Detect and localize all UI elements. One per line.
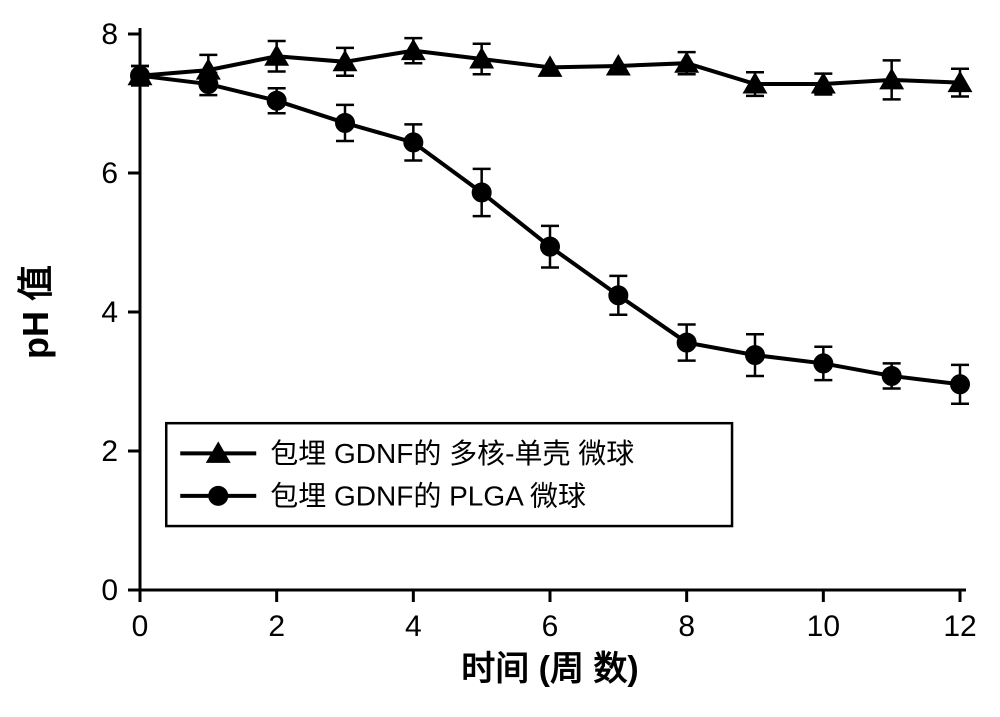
x-tick-label: 4 <box>405 610 422 643</box>
series-triangle <box>128 38 971 99</box>
series-circle <box>131 66 970 404</box>
ph-chart: 0 2 4 6 8 10 12 0 2 4 6 8 时间 (周 数) pH 值包埋 GDNF的 多核-单壳… <box>0 0 1000 717</box>
x-tick-label: 12 <box>943 610 976 643</box>
legend: 包埋 GDNF的 多核-单壳 微球包埋 GDNF的 PLGA 微球 <box>166 423 732 526</box>
x-tick-label: 8 <box>678 610 695 643</box>
x-tick-label: 0 <box>132 610 149 643</box>
x-tick-label: 2 <box>268 610 285 643</box>
y-tick-label: 8 <box>101 18 118 51</box>
y-tick-label: 2 <box>101 435 118 468</box>
y-tick-label: 6 <box>101 157 118 190</box>
y-axis-title: pH 值 <box>15 265 56 359</box>
legend-label: 包埋 GDNF的 多核-单壳 微球 <box>270 438 634 469</box>
chart-svg: 0 2 4 6 8 10 12 0 2 4 6 8 时间 (周 数) pH 值包埋 GDNF的 多核-单壳… <box>0 0 1000 717</box>
x-tick-label: 6 <box>542 610 559 643</box>
y-tick-label: 4 <box>101 296 118 329</box>
legend-label: 包埋 GDNF的 PLGA 微球 <box>270 481 586 512</box>
x-tick-label: 10 <box>807 610 840 643</box>
y-tick-label: 0 <box>101 574 118 607</box>
x-axis-title: 时间 (周 数) <box>461 650 639 688</box>
